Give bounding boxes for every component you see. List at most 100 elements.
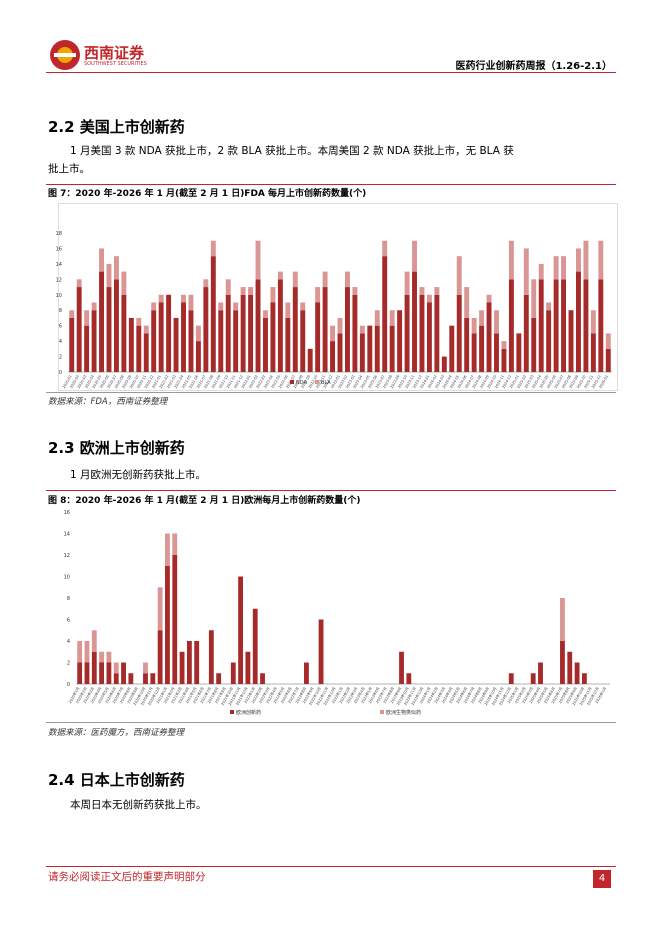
paragraph: 1 月美国 3 款 NDA 获批上市，2 款 BLA 获批上市。本周美国 2 款… [48,145,514,175]
bar-segment [464,317,470,372]
bar-segment [412,271,417,372]
legend-label: 欧洲创新药 [236,709,261,716]
bar-segment [158,294,164,303]
bar-segment [245,651,251,684]
x-tick-label: 2025-08 [561,375,572,390]
bar-segment [270,287,276,303]
bar-segment [136,317,142,326]
bar-segment [113,256,119,280]
bar-segment [560,641,565,684]
x-tick-label: 2021-01 [151,375,162,390]
heading: 2.3 欧洲上市创新药 [48,439,185,457]
bar-segment [218,302,224,311]
x-tick-label: 2022-06 [278,375,289,390]
bar-segment [576,248,581,272]
bar-segment [419,287,425,295]
bar-segment [441,356,447,372]
bar-segment [188,310,194,372]
header-title: 医药行业创新药周报（1.26-2.1） [455,61,612,72]
bar-segment [581,673,587,684]
bar-segment [252,608,258,684]
x-tick-label: 2022-11 [315,375,326,390]
bar-segment [523,294,529,372]
bar-segment [501,348,507,372]
bar-segment [113,279,119,372]
bar-segment [434,287,440,295]
footer-rule [46,866,616,867]
bar-segment [165,533,170,566]
bar-segment [389,325,395,372]
bar-segment [165,565,170,684]
bar-segment [186,641,192,684]
legend-swatch [380,710,384,714]
bar-segment [150,673,156,684]
x-tick-label: 2024-12 [501,374,512,389]
x-tick-label: 2025-09 [569,375,580,390]
x-tick-label: 2024-02 [427,375,438,390]
bar-segment [173,317,179,372]
legend-swatch [230,710,234,714]
bar-segment [99,248,104,272]
bar-segment [203,279,209,288]
bar-segment [508,240,514,280]
page-number: 4 [593,870,611,888]
x-tick-label: 2023-07 [375,375,386,390]
x-tick-label: 2022-08 [293,375,304,390]
x-tick-label: 2021-05 [181,375,192,390]
bar-segment [194,641,200,684]
bar-segment [225,294,231,372]
x-tick-label: 2025-03 [524,375,535,390]
chart-frame [58,203,618,391]
bar-segment [471,317,477,334]
bar-segment [195,325,201,342]
bar-segment [285,302,291,318]
legend-label: BLA [321,380,331,386]
bar-segment [128,317,134,372]
bar-segment [230,662,236,684]
bar-segment [567,651,573,684]
bar-segment [404,271,410,295]
bar-segment [69,317,75,372]
caption-rule [46,184,616,185]
bar-segment [91,310,97,372]
bar-segment [508,673,514,684]
bar-segment [91,651,97,684]
x-tick-label: 2024-05 [449,375,460,390]
x-tick-label: 2022-12 [323,375,334,390]
x-tick-label: 2022-02 [248,375,259,390]
x-tick-label: 2020-12 [144,375,155,390]
y-tick-label: 12 [64,553,70,559]
y-tick-label: 8 [67,596,70,602]
y-tick-label: 10 [56,293,62,299]
x-tick-label: 2024-01 [420,375,431,390]
x-tick-label: 2020-03 [77,375,88,390]
bar-segment [486,294,492,303]
bar-segment [225,279,231,295]
x-tick-label: 2020-06 [99,375,110,390]
bar-segment [456,256,462,295]
y-tick-label: 4 [59,339,62,345]
bar-segment [77,662,83,684]
bar-segment [576,271,581,372]
bar-segment [238,576,244,684]
bar-segment [208,630,214,684]
bar-segment [91,302,97,311]
legend-label: 欧洲生物类似药 [386,709,421,716]
x-tick-label: 2026-01 [598,375,609,390]
bar-segment [531,279,537,318]
bar-segment [359,333,365,372]
bar-segment [106,287,112,372]
bar-segment [568,310,574,372]
y-tick-label: 14 [56,262,62,268]
bar-segment [143,333,149,372]
bar-segment [203,287,209,372]
bar-segment [136,325,142,372]
bar-segment [210,240,216,257]
legend-swatch [290,380,294,384]
heading: 2.2 美国上市创新药 [48,118,185,136]
bar-segment [382,240,388,257]
bar-segment [216,673,222,684]
bar-segment [233,302,239,311]
bar-segment [352,287,358,295]
bar-segment [233,310,239,372]
